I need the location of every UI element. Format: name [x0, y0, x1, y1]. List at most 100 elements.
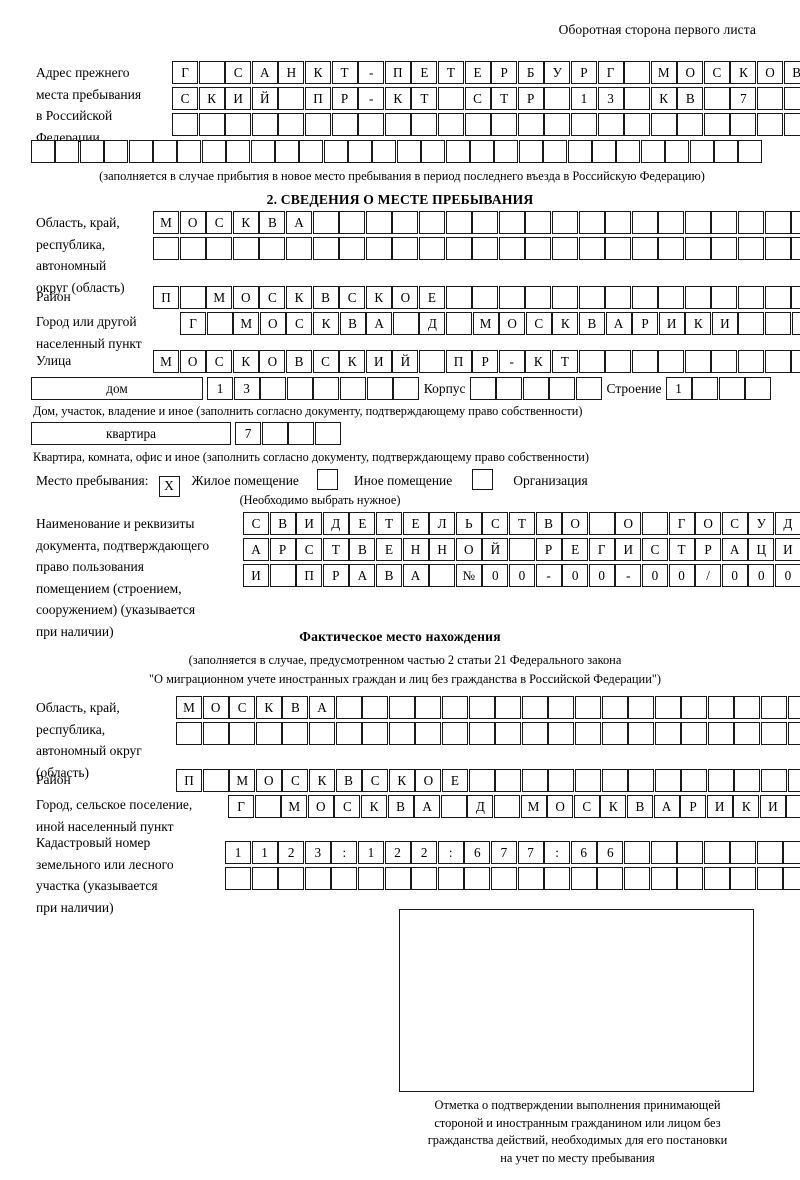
form-cell[interactable]: 6: [597, 841, 624, 864]
stay-type-checkbox-other[interactable]: [316, 469, 338, 490]
form-cell[interactable]: [761, 696, 788, 719]
form-cell[interactable]: :: [544, 841, 571, 864]
form-cell[interactable]: [791, 286, 800, 309]
prev-address-row-4[interactable]: [31, 140, 763, 163]
form-cell[interactable]: [658, 350, 685, 373]
form-cell[interactable]: Д: [467, 795, 494, 818]
form-cell[interactable]: [411, 867, 438, 890]
form-cell[interactable]: [357, 867, 384, 890]
form-cell[interactable]: [494, 140, 519, 163]
form-cell[interactable]: М: [153, 211, 179, 234]
form-cell[interactable]: [787, 696, 800, 719]
form-cell[interactable]: 6: [570, 841, 597, 864]
form-cell[interactable]: [730, 841, 757, 864]
form-cell[interactable]: С: [362, 769, 389, 792]
form-cell[interactable]: [551, 211, 578, 234]
form-cell[interactable]: [261, 422, 288, 445]
form-cell[interactable]: Й: [482, 538, 509, 561]
form-cell[interactable]: П: [304, 87, 331, 110]
form-cell[interactable]: Р: [331, 87, 358, 110]
form-cell[interactable]: №: [455, 564, 482, 587]
form-cell[interactable]: Г: [180, 312, 206, 335]
form-cell[interactable]: Р: [472, 350, 499, 373]
form-cell[interactable]: [415, 722, 442, 745]
form-cell[interactable]: К: [232, 350, 259, 373]
form-cell[interactable]: [711, 211, 738, 234]
form-cell[interactable]: 7: [517, 841, 544, 864]
form-cell[interactable]: О: [259, 350, 286, 373]
form-cell[interactable]: Т: [331, 61, 358, 84]
form-cell[interactable]: И: [296, 512, 323, 535]
form-cell[interactable]: [288, 422, 315, 445]
form-cell[interactable]: Т: [322, 538, 349, 561]
form-cell[interactable]: 2: [411, 841, 438, 864]
form-cell[interactable]: [335, 722, 362, 745]
form-cell[interactable]: К: [365, 286, 392, 309]
form-cell[interactable]: [225, 867, 251, 890]
form-cell[interactable]: П: [153, 286, 179, 309]
form-cell[interactable]: [441, 696, 468, 719]
form-cell[interactable]: [791, 237, 800, 260]
form-cell[interactable]: [278, 113, 305, 136]
form-cell[interactable]: [226, 140, 251, 163]
form-cell[interactable]: Е: [441, 769, 468, 792]
form-cell[interactable]: [437, 113, 464, 136]
form-cell[interactable]: [468, 722, 495, 745]
form-cell[interactable]: Р: [680, 795, 707, 818]
form-cell[interactable]: [681, 696, 708, 719]
form-cell[interactable]: [654, 769, 681, 792]
form-cell[interactable]: [703, 841, 730, 864]
form-cell[interactable]: О: [757, 61, 784, 84]
form-cell[interactable]: [764, 286, 791, 309]
form-cell[interactable]: [365, 211, 392, 234]
form-cell[interactable]: А: [605, 312, 632, 335]
form-cell[interactable]: [445, 211, 472, 234]
form-cell[interactable]: К: [312, 312, 339, 335]
form-cell[interactable]: К: [285, 286, 312, 309]
form-cell[interactable]: [250, 140, 275, 163]
form-cell[interactable]: [525, 286, 552, 309]
form-cell[interactable]: 1: [570, 87, 597, 110]
form-cell[interactable]: [551, 237, 578, 260]
form-cell[interactable]: [392, 211, 419, 234]
form-cell[interactable]: [418, 237, 445, 260]
form-cell[interactable]: [314, 422, 341, 445]
form-cell[interactable]: Е: [349, 512, 376, 535]
form-cell[interactable]: [286, 377, 313, 400]
form-cell[interactable]: [312, 211, 339, 234]
form-cell[interactable]: Р: [632, 312, 659, 335]
form-cell[interactable]: [202, 769, 229, 792]
form-cell[interactable]: 1: [251, 841, 278, 864]
form-cell[interactable]: А: [251, 61, 278, 84]
form-cell[interactable]: [232, 237, 259, 260]
form-cell[interactable]: М: [472, 312, 499, 335]
form-cell[interactable]: [650, 867, 677, 890]
form-cell[interactable]: Г: [172, 61, 198, 84]
form-cell[interactable]: Е: [418, 286, 445, 309]
form-cell[interactable]: В: [387, 795, 414, 818]
form-cell[interactable]: У: [544, 61, 571, 84]
form-cell[interactable]: [658, 286, 685, 309]
form-cell[interactable]: Г: [668, 512, 695, 535]
form-cell[interactable]: 0: [588, 564, 615, 587]
form-cell[interactable]: [738, 350, 765, 373]
form-cell[interactable]: [791, 312, 800, 335]
form-cell[interactable]: П: [384, 61, 411, 84]
form-cell[interactable]: [308, 722, 335, 745]
form-cell[interactable]: [765, 312, 792, 335]
form-cell[interactable]: [631, 211, 658, 234]
form-cell[interactable]: Т: [551, 350, 578, 373]
form-cell[interactable]: [757, 87, 784, 110]
form-cell[interactable]: [783, 113, 800, 136]
form-cell[interactable]: [437, 867, 464, 890]
form-cell[interactable]: 0: [482, 564, 509, 587]
form-cell[interactable]: М: [650, 61, 677, 84]
form-cell[interactable]: 0: [774, 564, 800, 587]
form-cell[interactable]: В: [259, 211, 286, 234]
form-cell[interactable]: О: [615, 512, 642, 535]
form-cell[interactable]: [299, 140, 324, 163]
form-cell[interactable]: [684, 237, 711, 260]
form-cell[interactable]: [388, 696, 415, 719]
